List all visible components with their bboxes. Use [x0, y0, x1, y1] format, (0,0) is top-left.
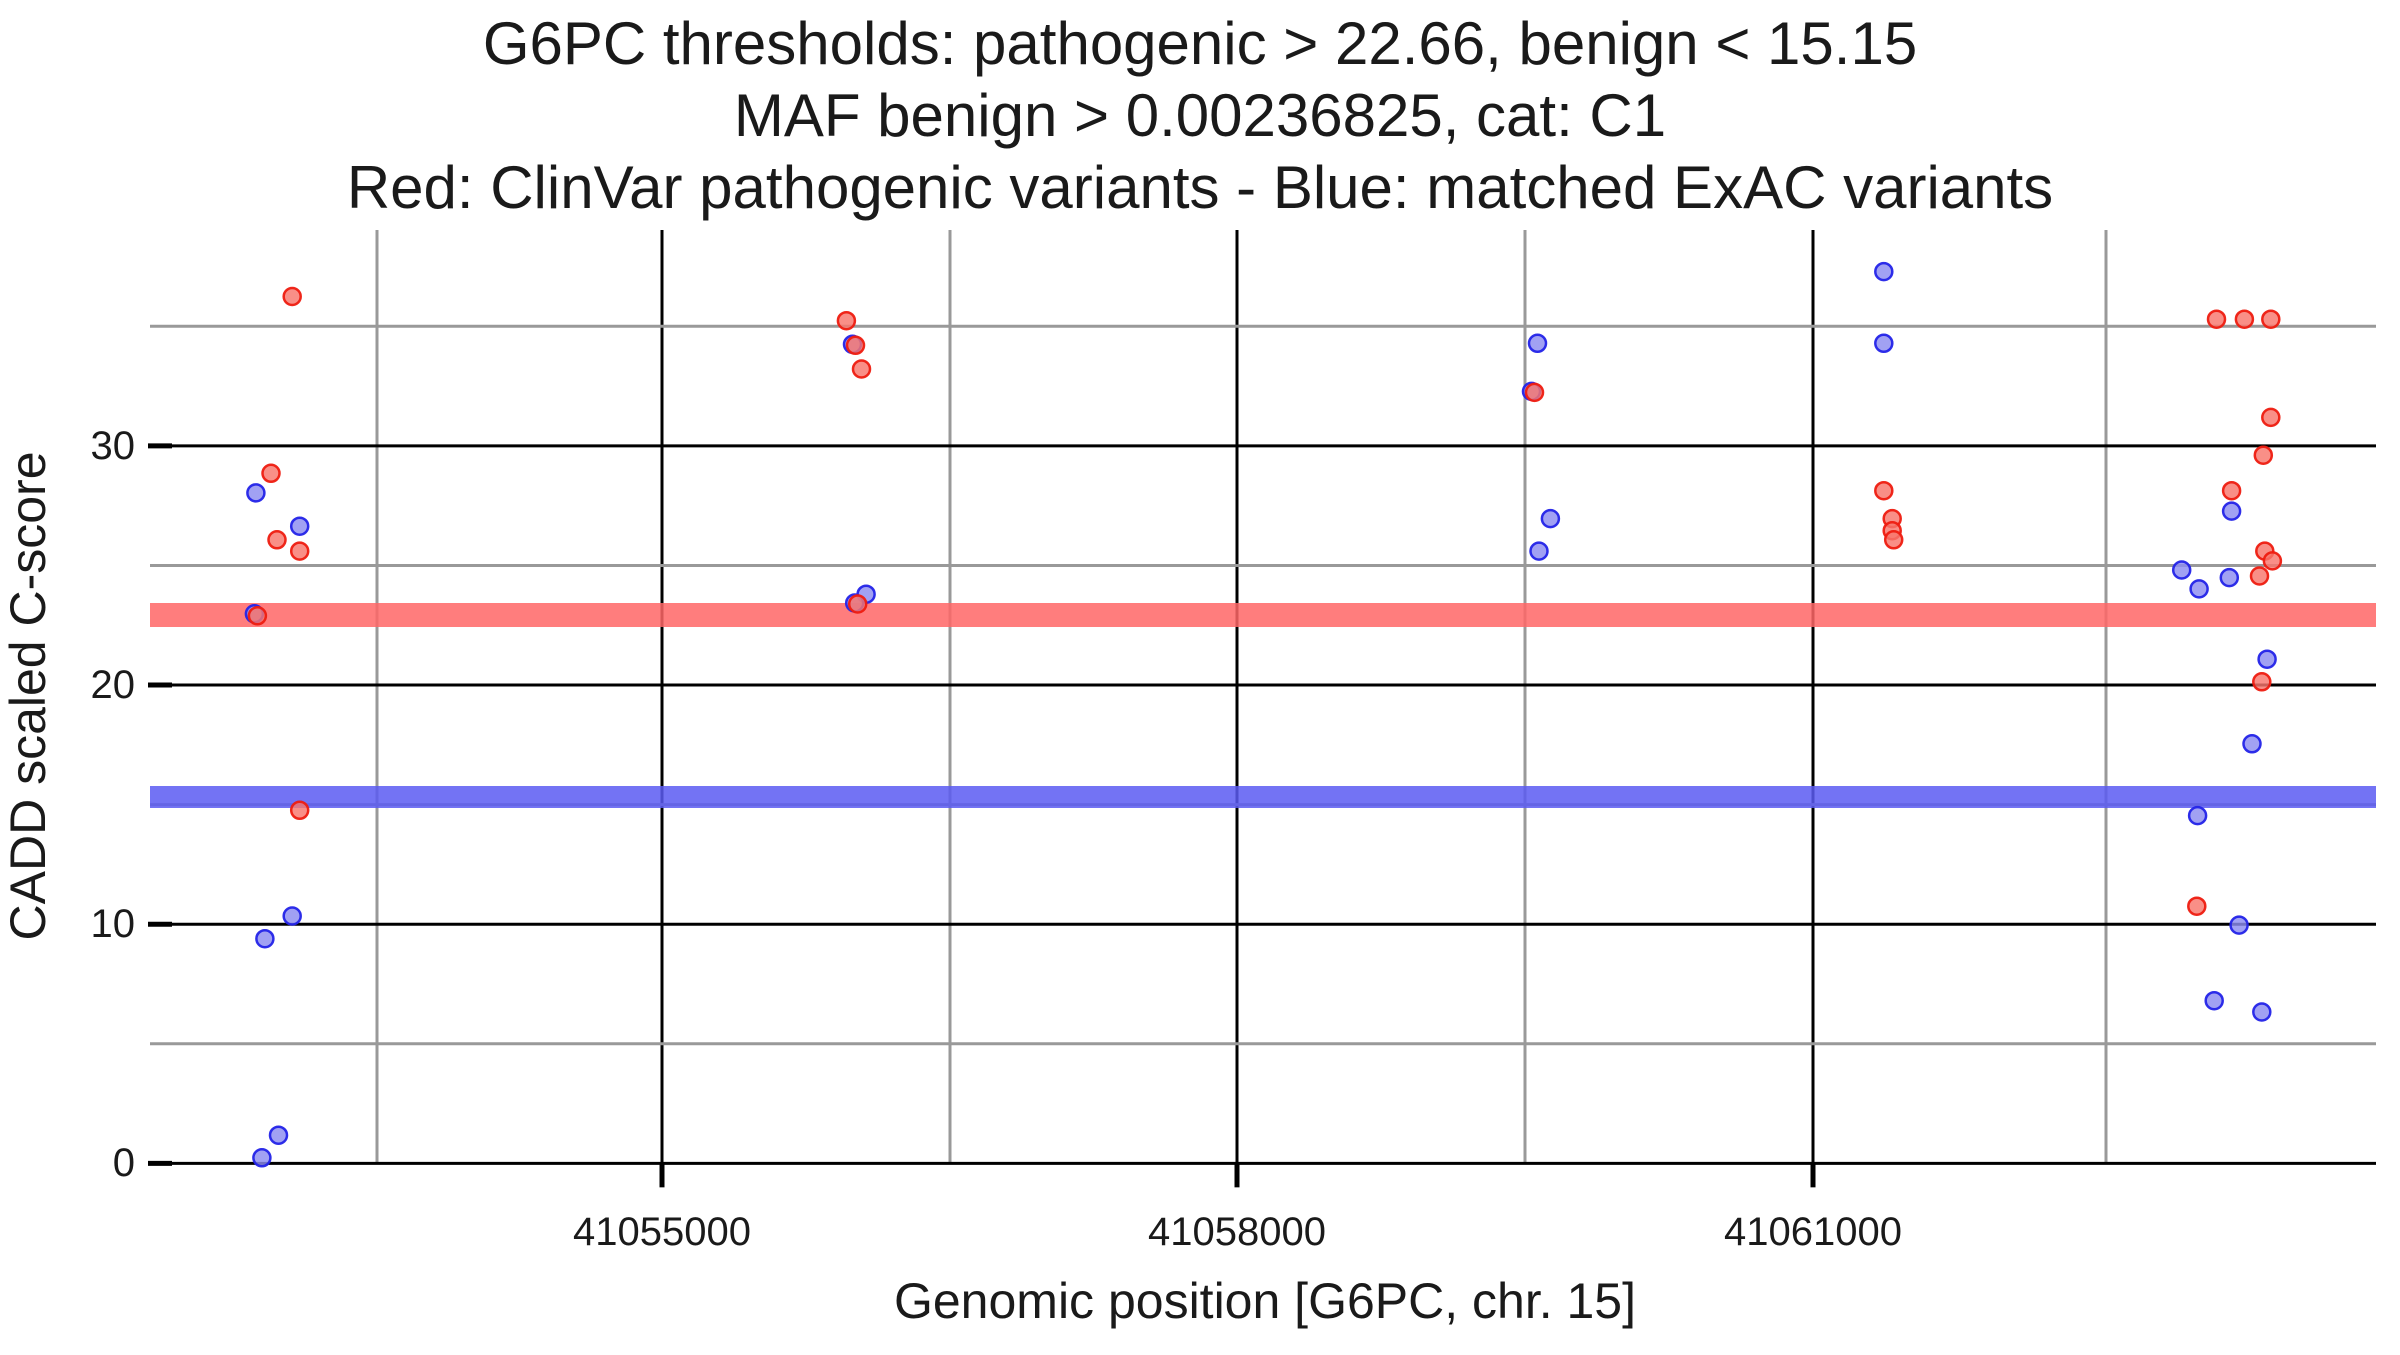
- svg-text:Red: ClinVar pathogenic varian: Red: ClinVar pathogenic variants - Blue:…: [347, 154, 2053, 221]
- svg-text:20: 20: [91, 663, 136, 707]
- svg-text:30: 30: [91, 424, 136, 468]
- svg-text:0: 0: [113, 1141, 135, 1185]
- svg-text:41061000: 41061000: [1724, 1210, 1902, 1254]
- svg-text:CADD scaled C-score: CADD scaled C-score: [0, 451, 56, 940]
- svg-text:41055000: 41055000: [573, 1210, 751, 1254]
- svg-text:MAF benign > 0.00236825, cat:: MAF benign > 0.00236825, cat: C1: [734, 82, 1666, 149]
- svg-text:41058000: 41058000: [1148, 1210, 1326, 1254]
- svg-text:Genomic position [G6PC, chr. 1: Genomic position [G6PC, chr. 15]: [894, 1273, 1636, 1329]
- svg-text:G6PC thresholds: pathogenic >: G6PC thresholds: pathogenic > 22.66, ben…: [483, 10, 1917, 77]
- svg-text:10: 10: [91, 902, 136, 946]
